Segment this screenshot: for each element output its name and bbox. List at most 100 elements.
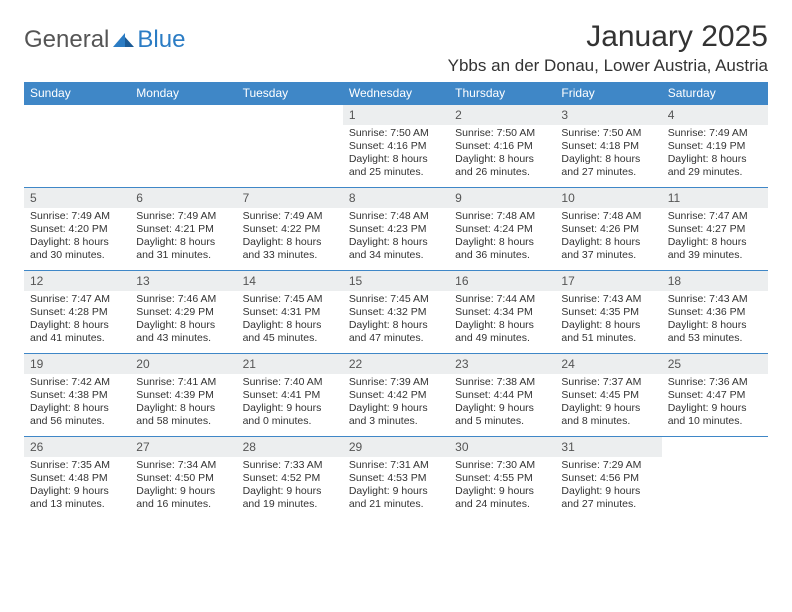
daylight-text: Daylight: 9 hours and 8 minutes.: [561, 402, 655, 428]
day-cell: 12Sunrise: 7:47 AMSunset: 4:28 PMDayligh…: [24, 271, 130, 353]
sunset-text: Sunset: 4:16 PM: [349, 140, 443, 153]
day-number: 15: [343, 271, 449, 291]
sunrise-text: Sunrise: 7:48 AM: [349, 210, 443, 223]
sunset-text: Sunset: 4:48 PM: [30, 472, 124, 485]
day-number: 9: [449, 188, 555, 208]
sunrise-text: Sunrise: 7:47 AM: [30, 293, 124, 306]
daylight-text: Daylight: 8 hours and 53 minutes.: [668, 319, 762, 345]
sunrise-text: Sunrise: 7:49 AM: [30, 210, 124, 223]
sunrise-text: Sunrise: 7:46 AM: [136, 293, 230, 306]
sunrise-text: Sunrise: 7:50 AM: [349, 127, 443, 140]
day-cell: 16Sunrise: 7:44 AMSunset: 4:34 PMDayligh…: [449, 271, 555, 353]
calendar-page: General Blue January 2025 Ybbs an der Do…: [0, 0, 792, 539]
day-data: Sunrise: 7:33 AMSunset: 4:52 PMDaylight:…: [237, 457, 343, 515]
day-number: 17: [555, 271, 661, 291]
day-data: Sunrise: 7:31 AMSunset: 4:53 PMDaylight:…: [343, 457, 449, 515]
day-data: Sunrise: 7:49 AMSunset: 4:20 PMDaylight:…: [24, 208, 130, 266]
day-header-tuesday: Tuesday: [237, 82, 343, 104]
day-header-sunday: Sunday: [24, 82, 130, 104]
day-number: 21: [237, 354, 343, 374]
daylight-text: Daylight: 9 hours and 19 minutes.: [243, 485, 337, 511]
day-data: Sunrise: 7:50 AMSunset: 4:16 PMDaylight:…: [449, 125, 555, 183]
day-header-saturday: Saturday: [662, 82, 768, 104]
day-data: Sunrise: 7:50 AMSunset: 4:16 PMDaylight:…: [343, 125, 449, 183]
daylight-text: Daylight: 8 hours and 56 minutes.: [30, 402, 124, 428]
sunrise-text: Sunrise: 7:47 AM: [668, 210, 762, 223]
week-row: 26Sunrise: 7:35 AMSunset: 4:48 PMDayligh…: [24, 436, 768, 519]
day-cell: 19Sunrise: 7:42 AMSunset: 4:38 PMDayligh…: [24, 354, 130, 436]
day-cell: [662, 437, 768, 519]
sunrise-text: Sunrise: 7:36 AM: [668, 376, 762, 389]
weeks-container: 1Sunrise: 7:50 AMSunset: 4:16 PMDaylight…: [24, 104, 768, 519]
day-data: Sunrise: 7:42 AMSunset: 4:38 PMDaylight:…: [24, 374, 130, 432]
sunset-text: Sunset: 4:53 PM: [349, 472, 443, 485]
daylight-text: Daylight: 9 hours and 13 minutes.: [30, 485, 124, 511]
day-number: 31: [555, 437, 661, 457]
day-number: 12: [24, 271, 130, 291]
day-cell: 7Sunrise: 7:49 AMSunset: 4:22 PMDaylight…: [237, 188, 343, 270]
logo-text-general: General: [24, 26, 109, 54]
day-number: 11: [662, 188, 768, 208]
sunset-text: Sunset: 4:35 PM: [561, 306, 655, 319]
day-data: Sunrise: 7:48 AMSunset: 4:23 PMDaylight:…: [343, 208, 449, 266]
day-cell: 10Sunrise: 7:48 AMSunset: 4:26 PMDayligh…: [555, 188, 661, 270]
daylight-text: Daylight: 8 hours and 47 minutes.: [349, 319, 443, 345]
day-number: 7: [237, 188, 343, 208]
page-header: General Blue January 2025 Ybbs an der Do…: [24, 20, 768, 76]
daylight-text: Daylight: 8 hours and 29 minutes.: [668, 153, 762, 179]
week-row: 5Sunrise: 7:49 AMSunset: 4:20 PMDaylight…: [24, 187, 768, 270]
day-cell: 6Sunrise: 7:49 AMSunset: 4:21 PMDaylight…: [130, 188, 236, 270]
day-cell: 31Sunrise: 7:29 AMSunset: 4:56 PMDayligh…: [555, 437, 661, 519]
day-number: 2: [449, 105, 555, 125]
sunrise-text: Sunrise: 7:48 AM: [561, 210, 655, 223]
day-data: Sunrise: 7:38 AMSunset: 4:44 PMDaylight:…: [449, 374, 555, 432]
day-data: Sunrise: 7:47 AMSunset: 4:27 PMDaylight:…: [662, 208, 768, 266]
sunrise-text: Sunrise: 7:40 AM: [243, 376, 337, 389]
day-data: Sunrise: 7:44 AMSunset: 4:34 PMDaylight:…: [449, 291, 555, 349]
day-data: Sunrise: 7:30 AMSunset: 4:55 PMDaylight:…: [449, 457, 555, 515]
day-number: 3: [555, 105, 661, 125]
sunrise-text: Sunrise: 7:39 AM: [349, 376, 443, 389]
daylight-text: Daylight: 9 hours and 5 minutes.: [455, 402, 549, 428]
day-number: 16: [449, 271, 555, 291]
sunrise-text: Sunrise: 7:38 AM: [455, 376, 549, 389]
daylight-text: Daylight: 8 hours and 49 minutes.: [455, 319, 549, 345]
day-cell: 5Sunrise: 7:49 AMSunset: 4:20 PMDaylight…: [24, 188, 130, 270]
daylight-text: Daylight: 8 hours and 25 minutes.: [349, 153, 443, 179]
day-number: 19: [24, 354, 130, 374]
day-cell: 26Sunrise: 7:35 AMSunset: 4:48 PMDayligh…: [24, 437, 130, 519]
day-number: 5: [24, 188, 130, 208]
day-data: Sunrise: 7:47 AMSunset: 4:28 PMDaylight:…: [24, 291, 130, 349]
sunrise-text: Sunrise: 7:49 AM: [136, 210, 230, 223]
day-cell: 4Sunrise: 7:49 AMSunset: 4:19 PMDaylight…: [662, 105, 768, 187]
daylight-text: Daylight: 9 hours and 24 minutes.: [455, 485, 549, 511]
sunrise-text: Sunrise: 7:45 AM: [243, 293, 337, 306]
sunset-text: Sunset: 4:52 PM: [243, 472, 337, 485]
day-data: Sunrise: 7:41 AMSunset: 4:39 PMDaylight:…: [130, 374, 236, 432]
title-block: January 2025 Ybbs an der Donau, Lower Au…: [448, 20, 768, 76]
calendar-grid: Sunday Monday Tuesday Wednesday Thursday…: [24, 82, 768, 519]
daylight-text: Daylight: 8 hours and 26 minutes.: [455, 153, 549, 179]
sunset-text: Sunset: 4:42 PM: [349, 389, 443, 402]
sunrise-text: Sunrise: 7:37 AM: [561, 376, 655, 389]
day-cell: 1Sunrise: 7:50 AMSunset: 4:16 PMDaylight…: [343, 105, 449, 187]
sunset-text: Sunset: 4:34 PM: [455, 306, 549, 319]
sunset-text: Sunset: 4:39 PM: [136, 389, 230, 402]
daylight-text: Daylight: 8 hours and 39 minutes.: [668, 236, 762, 262]
daylight-text: Daylight: 9 hours and 16 minutes.: [136, 485, 230, 511]
day-data: Sunrise: 7:43 AMSunset: 4:36 PMDaylight:…: [662, 291, 768, 349]
daylight-text: Daylight: 9 hours and 27 minutes.: [561, 485, 655, 511]
sunrise-text: Sunrise: 7:43 AM: [561, 293, 655, 306]
sunrise-text: Sunrise: 7:50 AM: [561, 127, 655, 140]
day-cell: 27Sunrise: 7:34 AMSunset: 4:50 PMDayligh…: [130, 437, 236, 519]
sunset-text: Sunset: 4:18 PM: [561, 140, 655, 153]
daylight-text: Daylight: 9 hours and 3 minutes.: [349, 402, 443, 428]
day-cell: 15Sunrise: 7:45 AMSunset: 4:32 PMDayligh…: [343, 271, 449, 353]
sunrise-text: Sunrise: 7:43 AM: [668, 293, 762, 306]
sunset-text: Sunset: 4:32 PM: [349, 306, 443, 319]
day-cell: 18Sunrise: 7:43 AMSunset: 4:36 PMDayligh…: [662, 271, 768, 353]
day-number: 22: [343, 354, 449, 374]
day-data: Sunrise: 7:43 AMSunset: 4:35 PMDaylight:…: [555, 291, 661, 349]
daylight-text: Daylight: 8 hours and 27 minutes.: [561, 153, 655, 179]
day-number: 28: [237, 437, 343, 457]
